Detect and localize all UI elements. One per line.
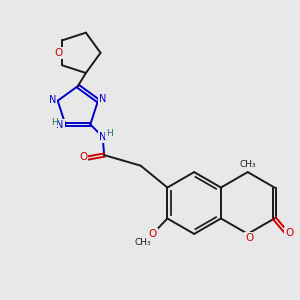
Text: O: O bbox=[55, 48, 63, 58]
Text: CH₃: CH₃ bbox=[240, 160, 256, 169]
Text: H: H bbox=[106, 129, 112, 138]
Text: O: O bbox=[148, 229, 157, 239]
Text: N: N bbox=[56, 120, 64, 130]
Text: H: H bbox=[51, 118, 58, 127]
Text: N: N bbox=[99, 132, 106, 142]
Text: CH₃: CH₃ bbox=[135, 238, 152, 247]
Text: O: O bbox=[285, 228, 293, 238]
Text: O: O bbox=[79, 152, 87, 162]
Text: N: N bbox=[49, 95, 56, 105]
Text: O: O bbox=[245, 233, 253, 243]
Text: N: N bbox=[99, 94, 106, 104]
